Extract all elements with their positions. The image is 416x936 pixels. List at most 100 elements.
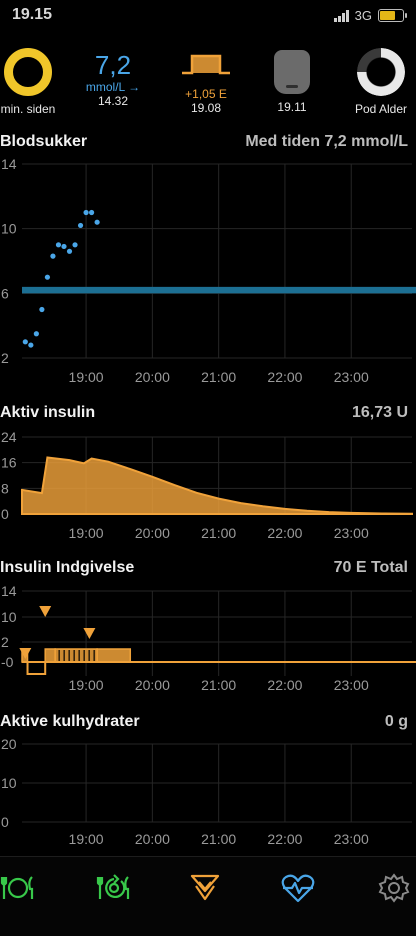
status-indicators: 3G [333, 8, 407, 23]
y-tick-label: 24 [1, 429, 17, 445]
status-time: 19.15 [12, 6, 53, 23]
x-tick-label: 23:00 [334, 369, 369, 385]
pod-time: 19.11 [277, 100, 307, 114]
glucose-point [39, 306, 45, 313]
bolus-marker [83, 628, 96, 639]
cob-chart[interactable]: 19:00 20:00 21:00 22:00 23:00 0 10 20 [0, 732, 416, 850]
cob-chart-value: 0 g [384, 713, 408, 730]
iob-chart-title: Aktiv insulin [0, 404, 96, 421]
y-tick-label: 10 [1, 775, 17, 791]
y-tick-label: 6 [1, 285, 9, 301]
glucose-point [50, 253, 56, 259]
hud-temp-basal[interactable]: +1,05 E 19.08 [176, 40, 236, 115]
glucose-point [66, 248, 73, 254]
y-tick-label: 10 [1, 221, 17, 237]
bolus-triangles-icon [190, 874, 220, 901]
x-tick-label: 19:00 [69, 369, 104, 385]
hud-carbs[interactable]: min. siden [0, 40, 56, 116]
dose-chart[interactable]: 19:00 20:00 21:00 22:00 23:00 -0 2 10 14 [0, 578, 416, 702]
y-tick-label: 0 [1, 814, 9, 830]
glucose-point [33, 331, 39, 337]
fork-plate-knife-arrow-icon [96, 874, 130, 899]
x-tick-label: 19:00 [69, 525, 104, 541]
glucose-point [55, 242, 62, 248]
dose-chart-title: Insulin Indgivelse [0, 559, 135, 576]
temp-basal-icon [182, 54, 230, 75]
temp-basal-time: 19.08 [190, 101, 222, 115]
carbs-ring-icon [4, 48, 52, 96]
fork-plate-knife-icon [0, 876, 34, 899]
status-bar: 19.15 3G [0, 0, 416, 30]
x-tick-label: 22:00 [267, 831, 302, 847]
pod-icon [274, 50, 310, 94]
y-tick-label: 2 [1, 350, 9, 366]
y-tick-label: 0 [1, 506, 9, 522]
gear-icon [378, 873, 410, 903]
basal-increased-block [54, 648, 98, 663]
hud-pod[interactable]: 19.11 [270, 40, 314, 114]
basal-reduced-block [26, 661, 47, 675]
temp-basal-rate: +1,05 E [185, 87, 227, 101]
iob-chart[interactable]: 19:00 20:00 21:00 22:00 23:00 0 8 16 24 [0, 424, 416, 548]
x-tick-label: 22:00 [267, 525, 302, 541]
x-tick-label: 21:00 [201, 525, 236, 541]
tab-bar [0, 856, 416, 936]
bolus-tab[interactable] [187, 871, 223, 905]
glucose-unit: mmol/L → [85, 80, 141, 94]
y-tick-label: 10 [1, 609, 17, 625]
glucose-point [72, 242, 78, 248]
y-tick-label: -0 [1, 654, 14, 670]
status-tab[interactable] [280, 871, 316, 905]
x-tick-label: 21:00 [201, 369, 236, 385]
y-tick-label: 8 [1, 480, 9, 496]
basal-increased-block [96, 648, 132, 663]
bolus-marker [19, 648, 32, 659]
iob-area [21, 456, 413, 515]
heart-pulse-icon [281, 874, 315, 903]
glucose-point [44, 274, 51, 280]
glucose-point [89, 209, 95, 216]
y-tick-label: 20 [1, 736, 17, 752]
carbs-tab[interactable] [0, 871, 36, 905]
glucose-chart-value: Med tiden 7,2 mmol/L [245, 133, 408, 150]
hud-pod-age[interactable]: Pod Alder [350, 40, 412, 116]
x-tick-label: 20:00 [135, 831, 170, 847]
battery-level [380, 11, 396, 20]
glucose-chart[interactable]: 19:00 20:00 21:00 22:00 23:00 2 6 10 14 [0, 150, 416, 390]
meal-bolus-tab[interactable] [96, 871, 132, 905]
pod-age-ring-icon [357, 48, 405, 96]
hud-carbs-label: min. siden [0, 102, 56, 116]
settings-tab[interactable] [376, 871, 412, 905]
x-tick-label: 19:00 [69, 677, 104, 693]
x-tick-label: 20:00 [135, 677, 170, 693]
x-tick-label: 23:00 [334, 525, 369, 541]
y-tick-label: 14 [1, 583, 17, 599]
x-tick-label: 20:00 [135, 525, 170, 541]
network-type: 3G [354, 8, 372, 23]
y-tick-label: 2 [1, 634, 9, 650]
glucose-point [22, 339, 28, 345]
y-tick-label: 14 [1, 156, 17, 172]
cob-chart-title: Aktive kulhydrater [0, 713, 140, 730]
glucose-time: 14.32 [97, 94, 129, 108]
x-tick-label: 21:00 [201, 831, 236, 847]
x-tick-label: 23:00 [334, 831, 369, 847]
hud-glucose[interactable]: 7,2 mmol/L → 14.32 [80, 40, 146, 108]
glucose-point [61, 243, 67, 250]
x-tick-label: 19:00 [69, 831, 104, 847]
basal-increased-block [44, 648, 56, 663]
battery-icon [378, 9, 407, 22]
pod-age-label: Pod Alder [354, 102, 408, 116]
signal-icon [333, 9, 349, 22]
glucose-point [77, 222, 84, 229]
hud: min. siden 7,2 mmol/L → 14.32 +1,05 E 19… [0, 40, 416, 124]
y-tick-label: 16 [1, 455, 17, 471]
x-tick-label: 23:00 [334, 677, 369, 693]
x-tick-label: 22:00 [267, 369, 302, 385]
x-tick-label: 21:00 [201, 677, 236, 693]
x-tick-label: 22:00 [267, 677, 302, 693]
x-tick-label: 20:00 [135, 369, 170, 385]
glucose-chart-title: Blodsukker [0, 133, 88, 150]
iob-chart-value: 16,73 U [351, 404, 408, 421]
glucose-value: 7,2 [94, 50, 132, 80]
